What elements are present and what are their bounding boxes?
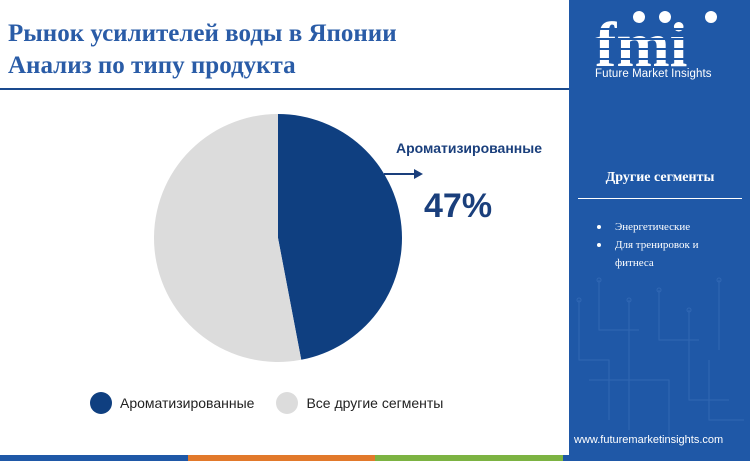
pie-slices: [154, 114, 403, 362]
segment-item-fitness: Для тренировок и фитнеса: [595, 236, 735, 272]
callout-value: 47%: [424, 187, 493, 225]
callout-label: Ароматизированные: [396, 140, 542, 156]
legend-swatch-flavored: [90, 392, 112, 414]
fmi-logo: fmi: [593, 9, 733, 80]
legend-swatch-others: [276, 392, 299, 414]
segment-item-energy: Энергетические: [595, 218, 735, 236]
legend-item-others: Все другие сегменты: [276, 392, 443, 414]
bottom-color-bar: [0, 455, 750, 461]
chart-legend: Ароматизированные Все другие сегменты: [90, 392, 465, 414]
callout-arrow: [384, 169, 423, 179]
bottom-bar-segment: [0, 455, 188, 461]
brand-name: Future Market Insights: [595, 68, 712, 80]
sidebar-panel: fmi Future Market Insights: [569, 0, 750, 461]
pie-chart: [154, 114, 423, 362]
chart-title-line1: Рынок усилителей воды в Японии: [8, 20, 397, 47]
bottom-bar-segment: [187, 455, 375, 461]
chart-title: Рынок усилителей воды в Японии Анализ по…: [8, 18, 548, 82]
bottom-bar-segment: [562, 455, 750, 461]
other-segments-divider: [578, 198, 742, 199]
legend-item-flavored: Ароматизированные: [90, 392, 254, 414]
other-segments-list: Энергетические Для тренировок и фитнеса: [595, 218, 735, 272]
pie-slice-0: [278, 114, 403, 360]
pie-slice-1: [154, 114, 302, 362]
bottom-bar-segment: [375, 455, 563, 461]
legend-label-flavored: Ароматизированные: [120, 395, 255, 411]
title-divider: [0, 88, 569, 90]
chart-title-line2: Анализ по типу продукта: [8, 52, 296, 79]
legend-label-others: Все другие сегменты: [306, 395, 444, 411]
other-segments-title: Другие сегменты: [605, 170, 715, 185]
website-link[interactable]: www.futuremarketinsights.com: [574, 434, 724, 446]
circuit-pattern-decoration: [576, 277, 744, 440]
